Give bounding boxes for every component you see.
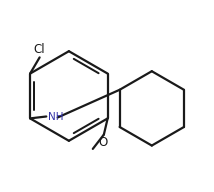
Text: Cl: Cl bbox=[34, 43, 45, 56]
Text: O: O bbox=[98, 136, 107, 149]
Text: NH: NH bbox=[48, 113, 64, 122]
